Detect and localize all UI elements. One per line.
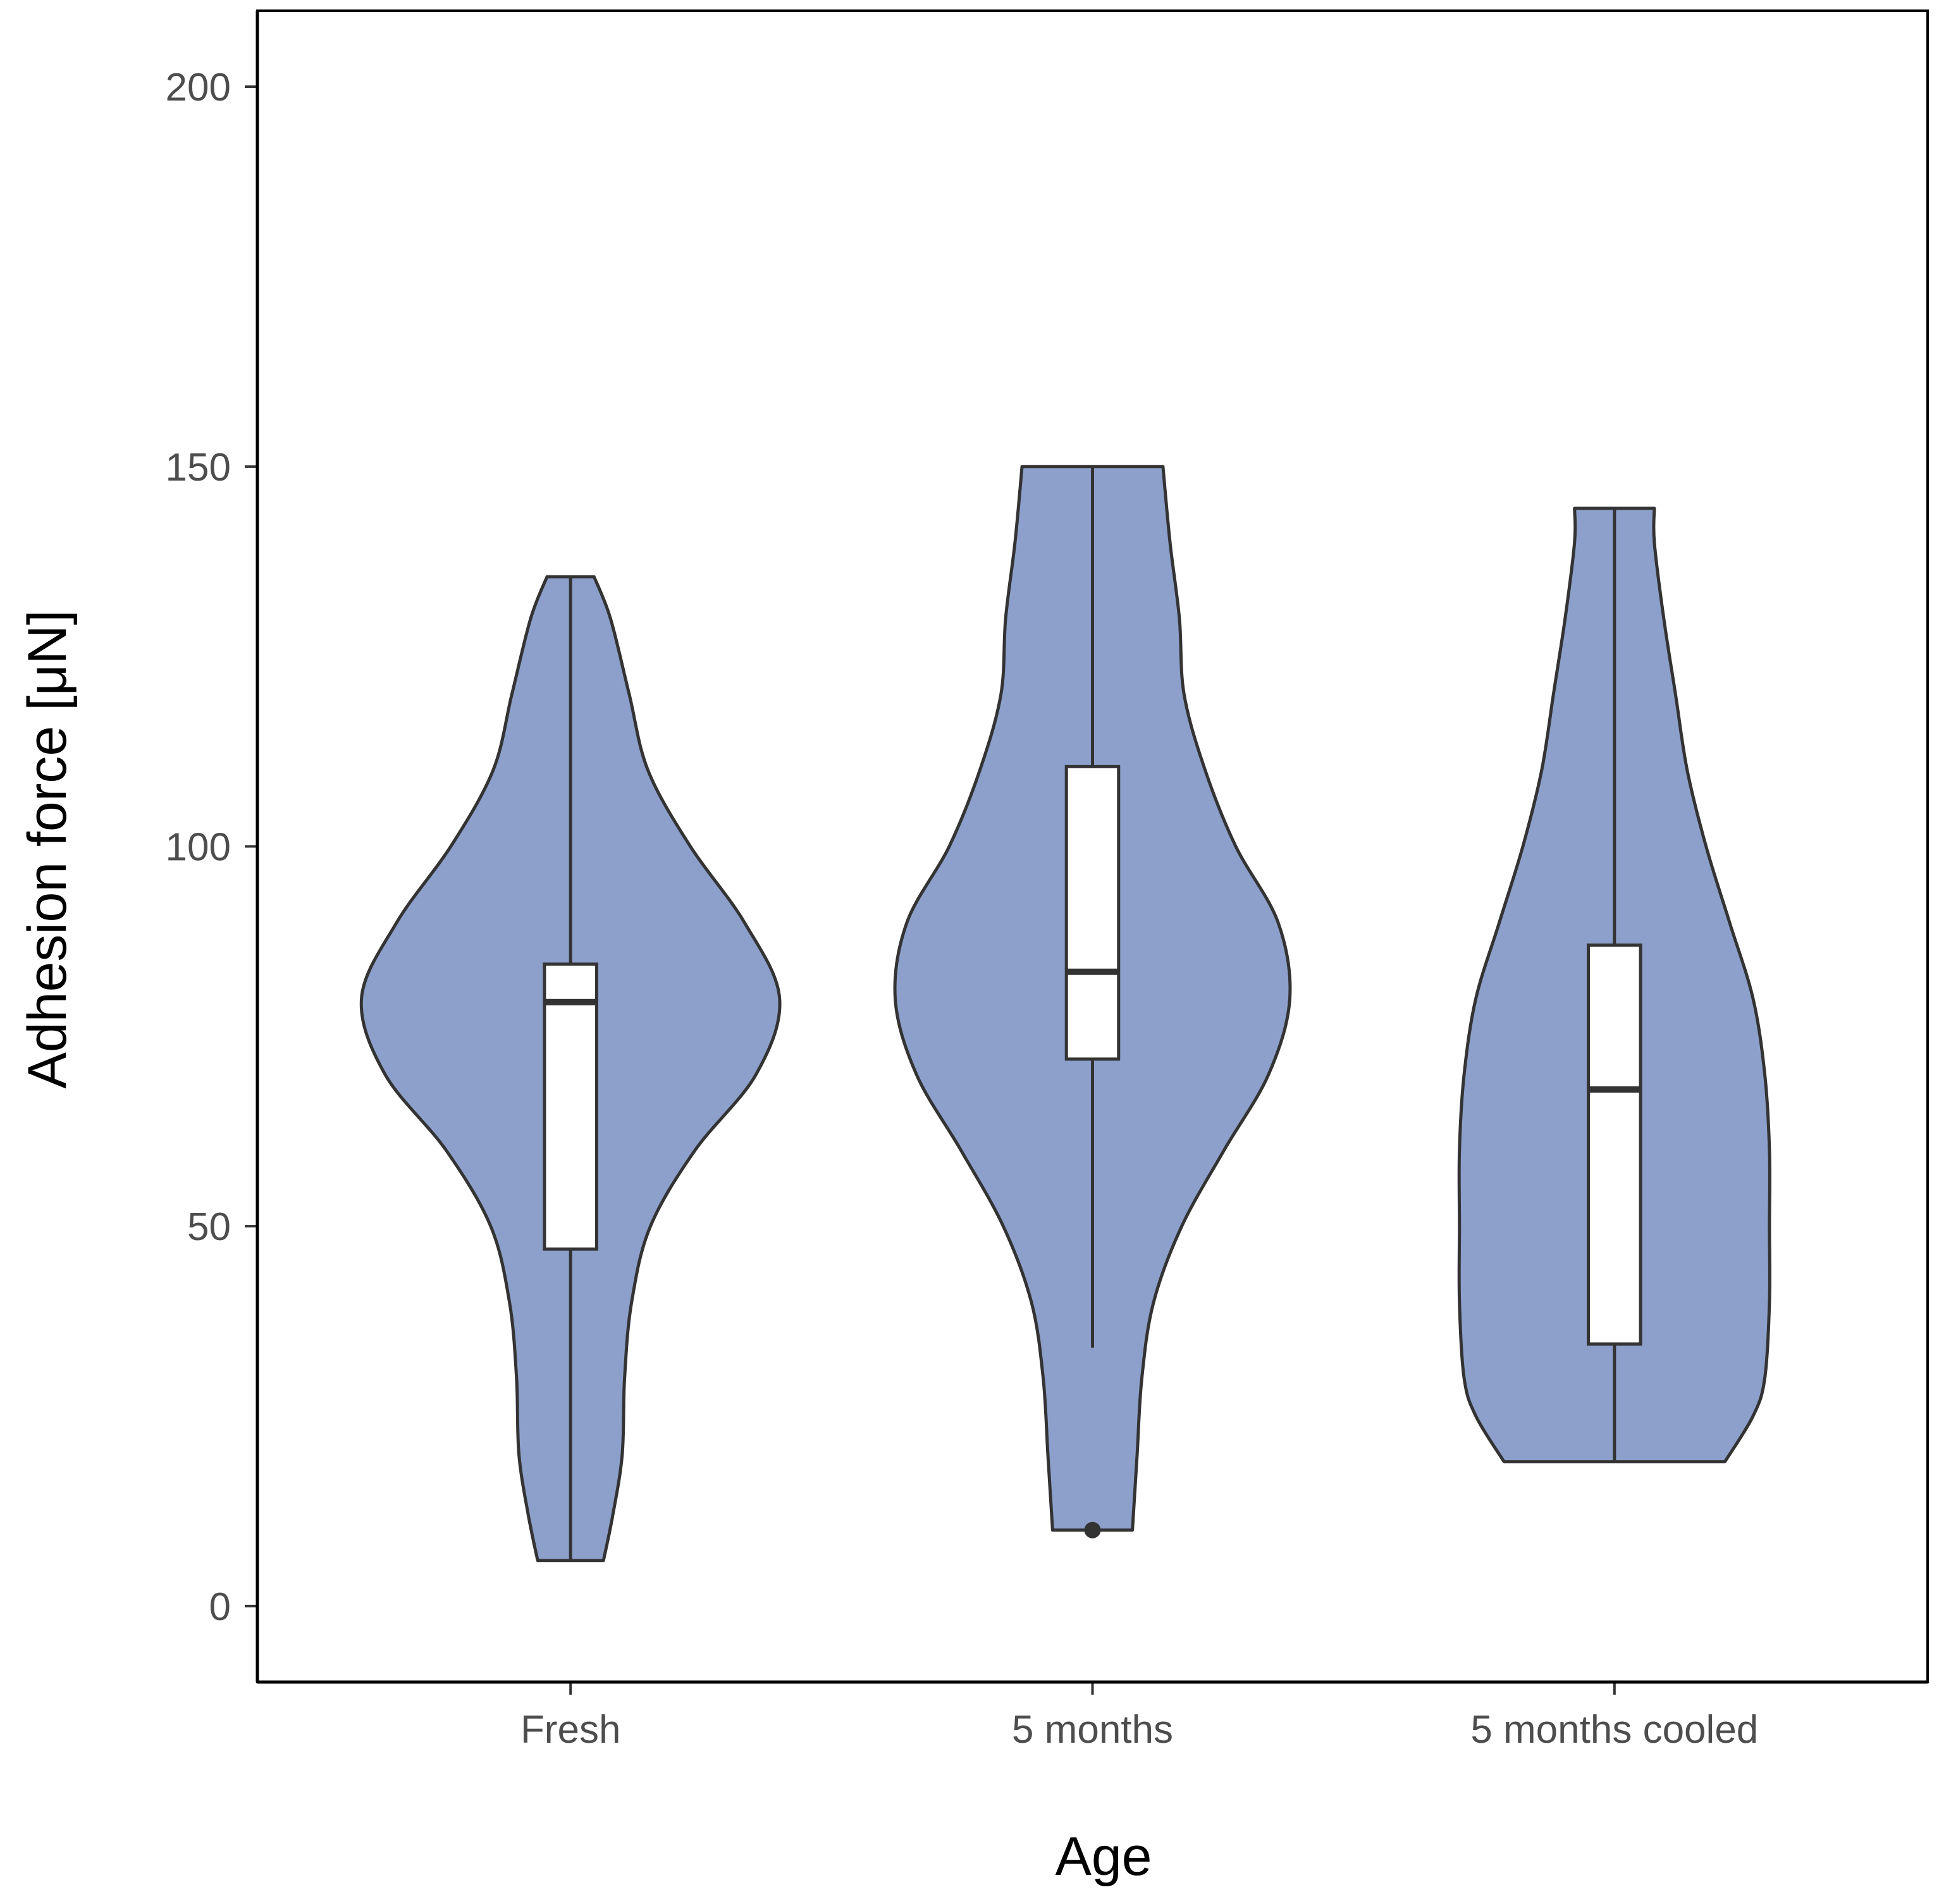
- box-5-months-cooled: [1587, 943, 1642, 1346]
- y-tick-label-0: 0: [209, 1585, 231, 1629]
- outlier-point-5-months-0: [1084, 1521, 1101, 1539]
- box-5-months: [1064, 765, 1121, 1061]
- box-fresh: [543, 962, 598, 1251]
- x-tick-label-5-months-cooled: 5 months cooled: [1470, 1708, 1758, 1752]
- x-tick-label-5-months: 5 months: [1012, 1708, 1173, 1752]
- x-tick-label-fresh: Fresh: [520, 1708, 620, 1752]
- y-tick-label-50: 50: [187, 1205, 231, 1249]
- y-tick-label-100: 100: [166, 826, 231, 869]
- axes-layer: Fresh 5 months 5 months cooled 0 50 100 150 200: [166, 9, 1929, 1752]
- boxplot-layer: [543, 466, 1642, 1561]
- x-axis-title: Age: [1055, 1826, 1152, 1887]
- y-axis-title: Adhesion force [μN]: [17, 610, 78, 1088]
- y-tick-label-150: 150: [166, 446, 231, 489]
- y-tick-label-200: 200: [166, 66, 231, 109]
